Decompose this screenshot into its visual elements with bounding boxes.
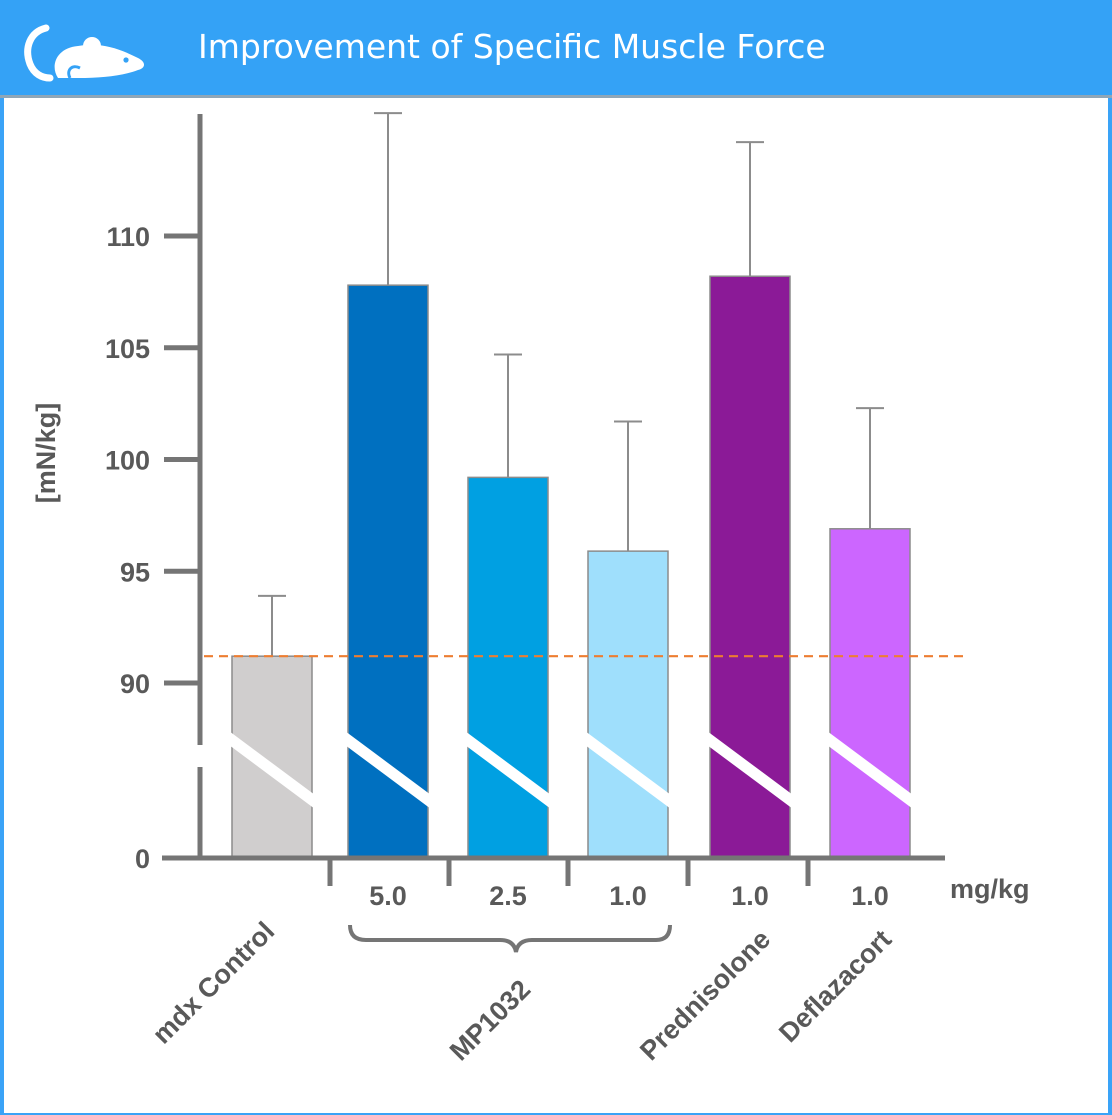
- y-axis-title: [mN/kg]: [31, 403, 61, 504]
- category-label: MP1032: [444, 974, 536, 1066]
- dose-unit-label: mg/kg: [950, 874, 1030, 904]
- category-label: mdx Control: [147, 916, 281, 1050]
- y-axis-ticks: 0 90 95 100 105 110: [105, 222, 200, 874]
- axis-break-mark: [229, 731, 315, 809]
- y-tick-label: 105: [105, 334, 150, 364]
- y-tick-label: 0: [135, 844, 150, 874]
- axis-break-mark: [585, 731, 671, 809]
- axis-break-mark: [827, 731, 913, 809]
- bar-chart: 0 90 95 100 105 110 [mN/kg] 5.0 2.5 1.0 1.0 1.0 m…: [31, 112, 1030, 1066]
- bar: [347, 284, 429, 859]
- y-tick-label: 110: [106, 222, 150, 252]
- y-axis-break-mark: [184, 741, 216, 771]
- y-tick-label: 95: [120, 557, 150, 587]
- bars-layer: [231, 112, 911, 859]
- axis-break-mark: [345, 731, 431, 809]
- axes: [162, 114, 945, 861]
- title-bar: Improvement of Specific Muscle Force: [0, 0, 1112, 98]
- mp1032-group-brace: [348, 924, 672, 953]
- bar: [587, 550, 669, 859]
- y-tick-label: 90: [120, 669, 150, 699]
- axis-break-mark: [465, 731, 551, 809]
- dose-label: 1.0: [609, 881, 647, 911]
- axis-break-mark: [707, 731, 793, 809]
- bar: [231, 655, 313, 859]
- dose-label: 1.0: [851, 881, 889, 911]
- y-tick-label: 100: [105, 446, 150, 476]
- bar: [829, 528, 911, 859]
- dose-label: 2.5: [489, 881, 527, 911]
- dose-labels: 5.0 2.5 1.0 1.0 1.0: [369, 881, 889, 911]
- page-title: Improvement of Specific Muscle Force: [198, 27, 826, 66]
- mouse-icon: [24, 24, 145, 82]
- dose-label: 1.0: [731, 881, 769, 911]
- category-label: Prednisolone: [634, 924, 776, 1066]
- bar: [467, 476, 549, 859]
- x-axis-ticks: [327, 858, 811, 886]
- dose-label: 5.0: [369, 881, 407, 911]
- axis-break-marks: [184, 731, 913, 809]
- category-label: Deflazacort: [773, 924, 897, 1048]
